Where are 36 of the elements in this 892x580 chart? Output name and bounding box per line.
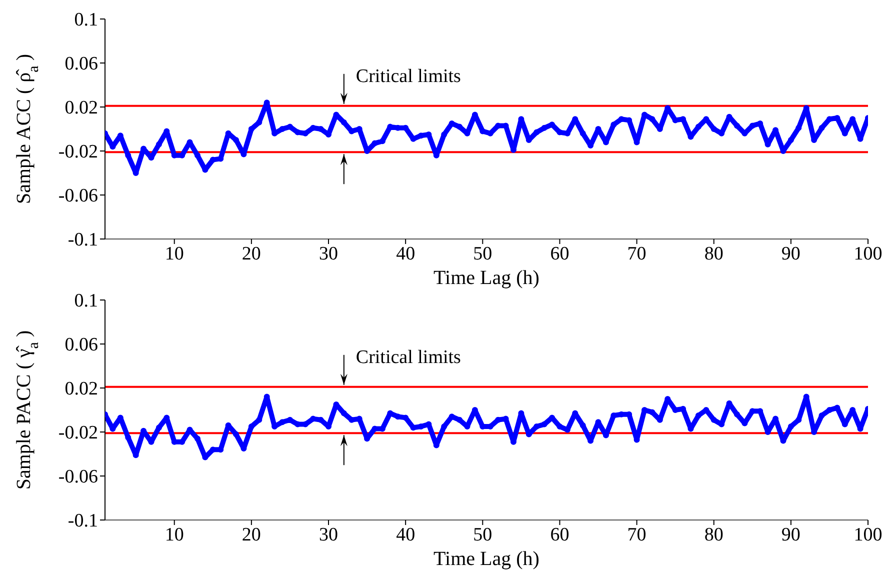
x-tick-label: 30	[319, 243, 338, 264]
x-tick-label: 100	[854, 243, 882, 264]
x-tick-label: 80	[704, 524, 724, 546]
x-tick-label: 90	[781, 524, 800, 546]
x-tick-label: 90	[781, 243, 800, 264]
y-tick-label: -0.02	[58, 142, 98, 163]
x-tick-label: 20	[242, 524, 261, 546]
x-tick-label: 50	[473, 243, 492, 264]
y-tick-label: 0.1	[74, 290, 98, 312]
y-tick-label: 0.02	[64, 98, 98, 119]
annotation: Critical limits	[356, 346, 461, 368]
y-tick-label: 0.06	[64, 54, 98, 75]
y-tick-label: 0.1	[74, 10, 98, 31]
x-tick-label: 10	[164, 524, 184, 546]
x-tick-label: 80	[704, 243, 724, 264]
x-tick-label: 20	[242, 243, 261, 264]
annotation: Critical limits	[356, 66, 461, 87]
x-tick-label: 50	[473, 524, 492, 546]
y-tick-label: -0.06	[58, 466, 98, 488]
y-tick-label: -0.02	[58, 422, 98, 444]
y-tick-label: -0.1	[68, 230, 98, 251]
x-tick-label: 60	[550, 524, 570, 546]
x-tick-label: 70	[627, 524, 646, 546]
x-tick-label: 70	[627, 243, 646, 264]
x-tick-label: 40	[396, 524, 416, 546]
x-axis-title: Time Lag (h)	[434, 548, 540, 570]
y-tick-label: -0.1	[68, 510, 98, 532]
x-tick-label: 60	[550, 243, 570, 264]
y-tick-label: 0.02	[64, 378, 98, 400]
x-tick-label: 30	[319, 524, 338, 546]
x-axis-title: Time Lag (h)	[434, 267, 540, 289]
x-tick-label: 100	[854, 524, 882, 546]
x-tick-label: 10	[164, 243, 184, 264]
y-tick-label: 0.06	[64, 334, 98, 356]
x-tick-label: 40	[396, 243, 416, 264]
y-tick-label: -0.06	[58, 186, 98, 207]
